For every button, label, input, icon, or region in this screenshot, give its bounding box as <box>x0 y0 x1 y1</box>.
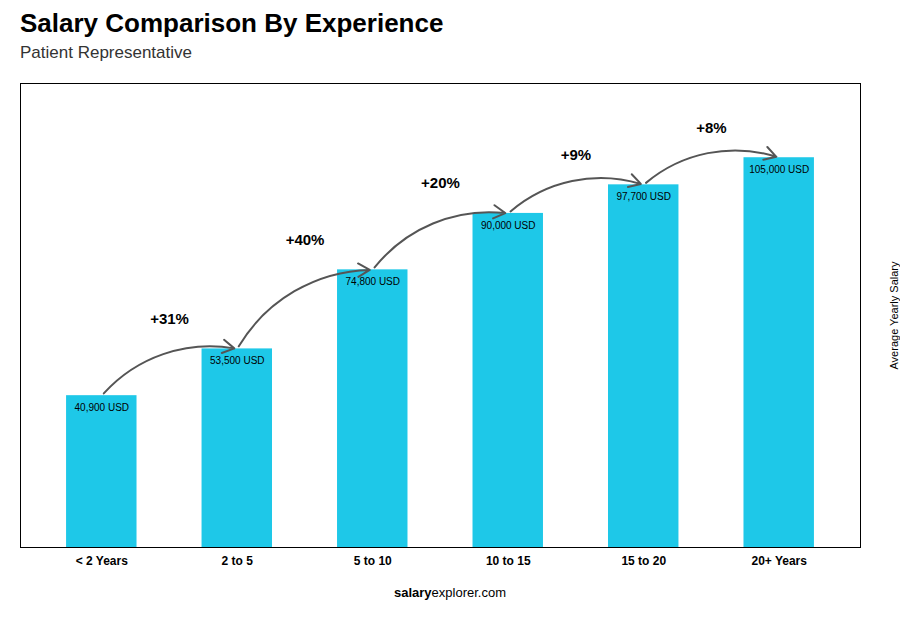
svg-text:+31%: +31% <box>150 310 189 327</box>
svg-text:74,800 USD: 74,800 USD <box>346 276 400 287</box>
svg-text:+40%: +40% <box>286 231 325 248</box>
html-text:salary explorer.com: salary explorer.com <box>394 585 506 600</box>
svg-text:2 to 5: 2 to 5 <box>222 554 254 568</box>
svg-text:20+ Years: 20+ Years <box>751 554 807 568</box>
svg-text:+9%: +9% <box>561 146 591 163</box>
svg-text:+8%: +8% <box>696 119 726 136</box>
svg-text:10 to 15: 10 to 15 <box>486 554 531 568</box>
svg-text:53,500 USD: 53,500 USD <box>210 355 264 366</box>
svg-text:5 to 10: 5 to 10 <box>354 554 392 568</box>
html-text:Salary Comparison By Experienc: Salary Comparison By Experience <box>20 8 444 38</box>
svg-text:< 2 Years: < 2 Years <box>76 554 128 568</box>
svg-text:Average Yearly Salary: Average Yearly Salary <box>888 261 900 370</box>
svg-text:40,900 USD: 40,900 USD <box>75 402 129 413</box>
svg-text:90,000 USD: 90,000 USD <box>481 220 535 231</box>
svg-text:15 to 20: 15 to 20 <box>621 554 666 568</box>
svg-text:+20%: +20% <box>421 174 460 191</box>
html-text:Patient Representative: Patient Representative <box>20 43 192 62</box>
svg-text:97,700 USD: 97,700 USD <box>616 191 670 202</box>
svg-text:105,000 USD: 105,000 USD <box>749 164 809 175</box>
